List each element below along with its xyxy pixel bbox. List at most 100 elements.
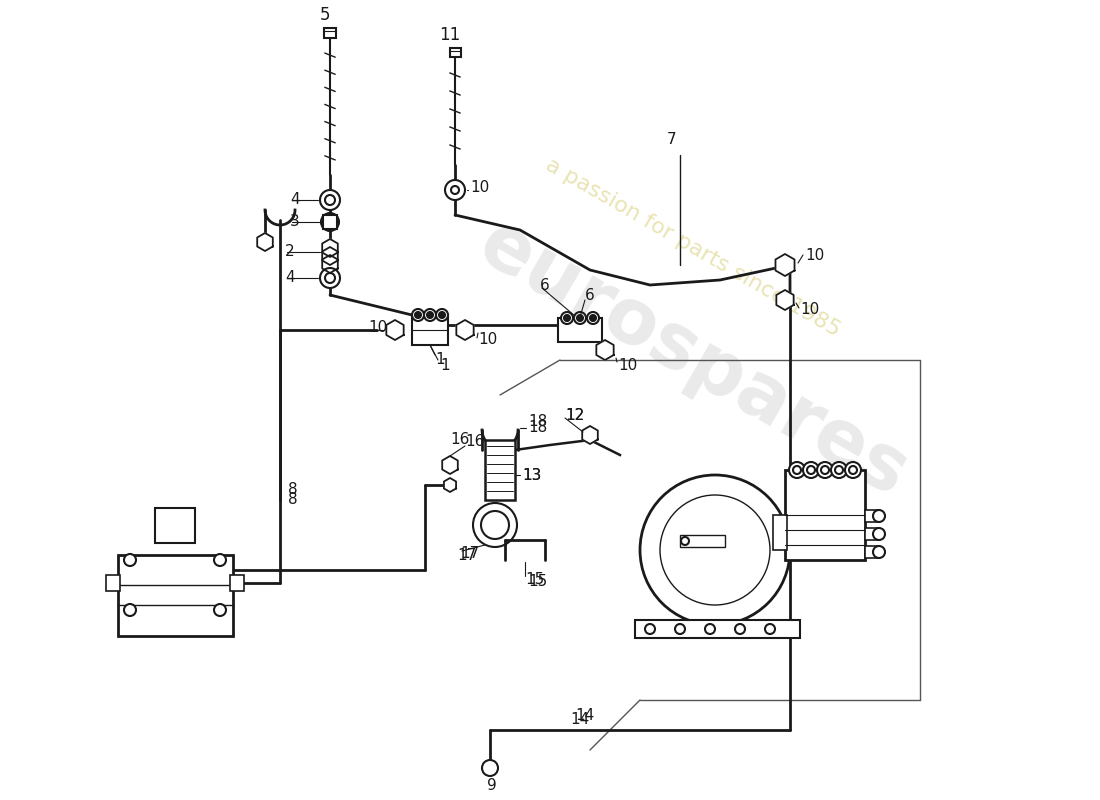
Circle shape: [830, 462, 847, 478]
Circle shape: [214, 554, 225, 566]
Circle shape: [427, 312, 433, 318]
Circle shape: [321, 213, 339, 231]
Circle shape: [681, 537, 689, 545]
Text: 6: 6: [585, 287, 595, 302]
Circle shape: [640, 475, 790, 625]
Circle shape: [436, 309, 448, 321]
Circle shape: [660, 495, 770, 605]
Circle shape: [845, 462, 861, 478]
Text: 11: 11: [439, 26, 461, 44]
Circle shape: [412, 309, 424, 321]
Circle shape: [849, 466, 857, 474]
Circle shape: [482, 760, 498, 776]
Circle shape: [124, 604, 136, 616]
Text: 10: 10: [368, 321, 387, 335]
Text: 10: 10: [805, 247, 824, 262]
Text: 10: 10: [618, 358, 637, 373]
Bar: [118, 555, 233, 635]
Circle shape: [590, 315, 596, 321]
Text: 12: 12: [565, 407, 584, 422]
Polygon shape: [386, 320, 404, 340]
Text: 6: 6: [540, 278, 550, 293]
Circle shape: [817, 462, 833, 478]
Circle shape: [789, 462, 805, 478]
Text: 10: 10: [470, 181, 490, 195]
Text: 3: 3: [290, 214, 299, 230]
Circle shape: [645, 624, 654, 634]
Polygon shape: [582, 426, 597, 444]
Text: 9: 9: [487, 778, 497, 793]
Bar: [635, 620, 800, 638]
Circle shape: [807, 466, 815, 474]
Circle shape: [324, 273, 336, 283]
Polygon shape: [442, 456, 458, 474]
Text: 10: 10: [800, 302, 820, 318]
Text: 10: 10: [478, 333, 497, 347]
Bar: [412, 315, 448, 345]
Text: 2: 2: [285, 245, 295, 259]
Circle shape: [821, 466, 829, 474]
Text: 12: 12: [565, 407, 584, 422]
Circle shape: [873, 510, 886, 522]
Polygon shape: [776, 254, 794, 276]
Circle shape: [124, 554, 136, 566]
Polygon shape: [596, 340, 614, 360]
Circle shape: [705, 624, 715, 634]
Bar: [485, 440, 515, 500]
Circle shape: [446, 180, 465, 200]
Text: 4: 4: [290, 193, 299, 207]
Circle shape: [803, 462, 820, 478]
Bar: [155, 508, 195, 543]
Circle shape: [561, 312, 573, 324]
Circle shape: [578, 315, 583, 321]
Circle shape: [873, 546, 886, 558]
Bar: [865, 510, 879, 522]
Text: 5: 5: [320, 6, 330, 24]
Circle shape: [324, 195, 336, 205]
Text: 14: 14: [575, 707, 594, 722]
Text: 1: 1: [440, 358, 450, 373]
Bar: [106, 575, 120, 591]
Circle shape: [481, 511, 509, 539]
Bar: [323, 215, 337, 229]
Polygon shape: [257, 233, 273, 251]
Circle shape: [214, 604, 225, 616]
Bar: [785, 470, 865, 560]
Polygon shape: [777, 290, 794, 310]
Circle shape: [835, 466, 843, 474]
Text: a passion for parts since 1985: a passion for parts since 1985: [542, 155, 844, 341]
Circle shape: [793, 466, 801, 474]
Text: 13: 13: [522, 467, 541, 482]
Circle shape: [587, 312, 600, 324]
Circle shape: [320, 268, 340, 288]
Bar: [680, 535, 725, 547]
Circle shape: [424, 309, 436, 321]
Polygon shape: [322, 255, 338, 273]
Text: 14: 14: [570, 713, 590, 727]
Circle shape: [320, 190, 340, 210]
Bar: [773, 515, 786, 550]
Text: 8: 8: [288, 493, 298, 507]
Text: 15: 15: [528, 574, 548, 590]
Text: 18: 18: [528, 414, 548, 430]
Circle shape: [764, 624, 776, 634]
Circle shape: [451, 186, 459, 194]
Circle shape: [873, 528, 886, 540]
Circle shape: [473, 503, 517, 547]
Circle shape: [415, 312, 421, 318]
Bar: [230, 575, 244, 591]
Polygon shape: [322, 247, 338, 265]
Polygon shape: [456, 320, 474, 340]
Text: 7: 7: [668, 133, 676, 147]
Text: 15: 15: [525, 573, 544, 587]
Bar: [324, 28, 336, 38]
Circle shape: [564, 315, 570, 321]
Polygon shape: [444, 478, 456, 492]
Polygon shape: [322, 239, 338, 257]
Circle shape: [675, 624, 685, 634]
Bar: [865, 528, 879, 540]
Text: 16: 16: [450, 433, 470, 447]
Text: 8: 8: [288, 482, 298, 498]
Circle shape: [735, 624, 745, 634]
Text: 13: 13: [522, 467, 541, 482]
